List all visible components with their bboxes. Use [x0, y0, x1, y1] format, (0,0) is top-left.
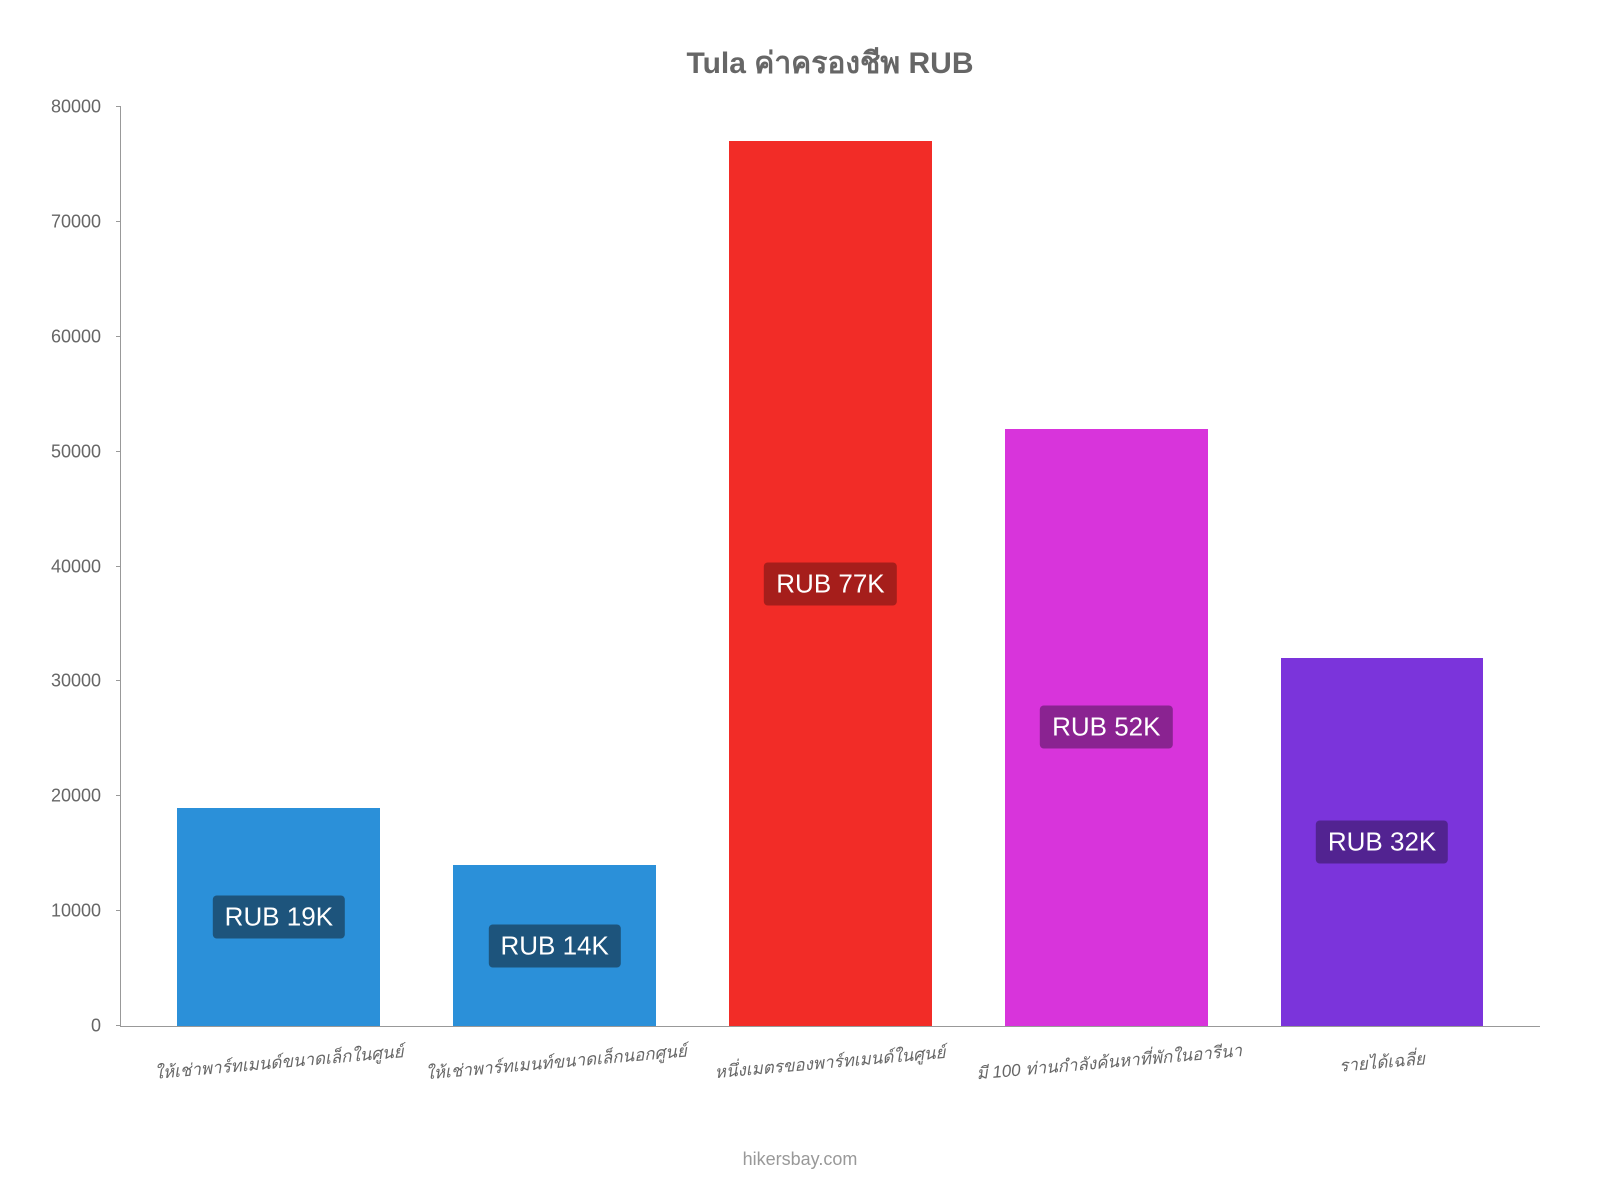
bar-value-label: RUB 14K: [488, 924, 620, 967]
bar-value-label: RUB 77K: [764, 562, 896, 605]
y-tick-label: 50000: [31, 441, 101, 462]
y-tick-label: 0: [31, 1016, 101, 1037]
y-tick-label: 80000: [31, 97, 101, 118]
bars-area: RUB 19K RUB 14K RUB 77K RUB 52K RUB 32K: [121, 107, 1540, 1026]
bar-wrapper: RUB 77K: [700, 107, 960, 1026]
bar-wrapper: RUB 14K: [425, 107, 685, 1026]
x-category-label: รายได้เฉลี่ย: [1251, 1038, 1512, 1088]
x-axis: ให้เช่าพาร์ทเมนด์ขนาดเล็กในศูนย์ให้เช่าพ…: [121, 1049, 1540, 1076]
bar-wrapper: RUB 19K: [149, 107, 409, 1026]
bar-wrapper: RUB 32K: [1252, 107, 1512, 1026]
y-tick-label: 30000: [31, 671, 101, 692]
chart-container: Tula ค่าครองชีพ RUB 01000020000300004000…: [0, 0, 1600, 1200]
x-category-label: ให้เช่าพาร์ทเมนด์ขนาดเล็กในศูนย์: [148, 1038, 409, 1088]
bar: RUB 19K: [177, 808, 380, 1026]
x-category-label: มี 100 ท่านกำลังค้นหาที่พักในอารีนา: [976, 1038, 1237, 1088]
bar-value-label: RUB 32K: [1316, 821, 1448, 864]
y-tick-label: 70000: [31, 211, 101, 232]
chart-title: Tula ค่าครองชีพ RUB: [120, 40, 1540, 87]
bar-wrapper: RUB 52K: [976, 107, 1236, 1026]
bar: RUB 14K: [453, 865, 656, 1026]
bar: RUB 52K: [1005, 429, 1208, 1026]
footer-attribution: hikersbay.com: [743, 1149, 858, 1170]
bar: RUB 32K: [1281, 658, 1484, 1026]
plot-area: 0100002000030000400005000060000700008000…: [120, 107, 1540, 1027]
x-category-label: หนึ่งเมตรของพาร์ทเมนด์ในศูนย์: [700, 1038, 961, 1088]
x-category-label: ให้เช่าพาร์ทเมนท์ขนาดเล็กนอกศูนย์: [424, 1038, 685, 1088]
y-tick-label: 40000: [31, 556, 101, 577]
y-tick-label: 60000: [31, 326, 101, 347]
y-axis: 0100002000030000400005000060000700008000…: [41, 107, 111, 1026]
y-tick-label: 20000: [31, 786, 101, 807]
bar: RUB 77K: [729, 141, 932, 1026]
bar-value-label: RUB 52K: [1040, 706, 1172, 749]
bar-value-label: RUB 19K: [213, 895, 345, 938]
y-tick-label: 10000: [31, 901, 101, 922]
